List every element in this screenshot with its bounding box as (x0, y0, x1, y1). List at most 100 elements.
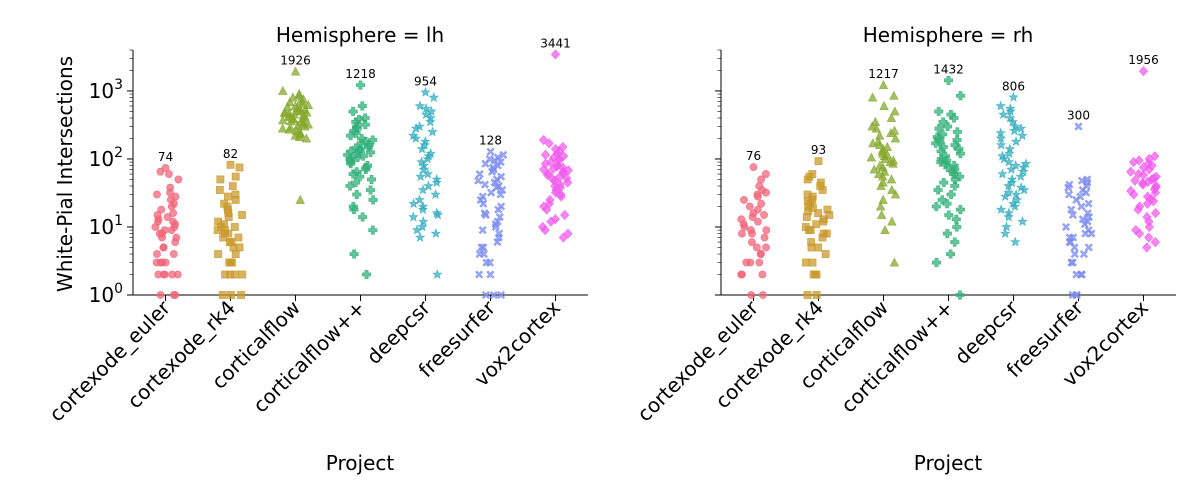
data-point-cortexode_rk4 (812, 291, 821, 299)
data-point-freesurfer (1079, 250, 1088, 259)
data-point-deepcsr (1017, 130, 1028, 141)
data-point-cortexode_rk4 (814, 243, 822, 252)
data-point-cortexode_euler (762, 226, 771, 234)
data-point-deepcsr (997, 168, 1008, 179)
data-point-corticalflow (295, 194, 305, 204)
data-point-cortexode_rk4 (224, 229, 233, 238)
data-point-cortexode_euler (157, 205, 166, 214)
data-point-cortexode_euler (745, 202, 754, 211)
data-point-corticalflow++ (355, 80, 366, 90)
data-point-corticalflow++ (951, 214, 961, 224)
data-point-deepcsr (418, 164, 429, 174)
data-point-cortexode_rk4 (231, 172, 240, 181)
data-point-corticalflow (887, 184, 897, 194)
data-point-cortexode_euler (161, 258, 170, 267)
data-point-corticalflow++ (352, 190, 362, 200)
max-labels-lh: 74 82 1926 1218 954 128 3441 (158, 36, 571, 163)
data-point-cortexode_rk4 (215, 186, 224, 194)
data-point-freesurfer (486, 270, 495, 279)
data-point-freesurfer (488, 167, 497, 176)
data-point-deepcsr (410, 123, 422, 133)
data-point-corticalflow++ (943, 75, 954, 85)
data-point-corticalflow (878, 194, 888, 204)
data-point-cortexode_euler (169, 250, 178, 258)
data-point-cortexode_euler (151, 223, 160, 231)
data-point-corticalflow (301, 133, 312, 143)
data-point-corticalflow++ (349, 205, 359, 215)
data-point-freesurfer (1072, 195, 1081, 204)
data-point-cortexode_euler (156, 167, 165, 176)
data-point-vox2cortex (558, 232, 569, 243)
data-point-cortexode_rk4 (802, 258, 810, 267)
data-point-vox2cortex (1128, 157, 1139, 168)
data-point-cortexode_rk4 (214, 250, 222, 258)
data-point-corticalflow++ (950, 237, 960, 247)
data-point-deepcsr (414, 194, 425, 205)
data-point-corticalflow (880, 153, 890, 163)
data-point-deepcsr (1018, 184, 1030, 195)
data-point-cortexode_rk4 (808, 258, 817, 267)
data-point-cortexode_rk4 (226, 270, 235, 279)
data-point-cortexode_euler (163, 213, 172, 221)
data-point-vox2cortex (1144, 232, 1154, 243)
data-point-freesurfer (481, 210, 490, 220)
data-point-deepcsr (428, 92, 439, 102)
data-point-corticalflow (878, 80, 889, 90)
data-point-deepcsr (432, 209, 444, 220)
data-point-vox2cortex (1150, 187, 1161, 198)
data-point-freesurfer (479, 250, 488, 259)
data-point-deepcsr (1010, 160, 1021, 170)
data-point-cortexode_rk4 (238, 211, 246, 219)
max-value-label: 93 (811, 143, 826, 157)
data-point-freesurfer (477, 243, 486, 252)
max-value-label: 954 (414, 74, 437, 88)
data-point-vox2cortex (544, 138, 554, 149)
data-point-cortexode_rk4 (224, 213, 233, 221)
data-point-corticalflow (866, 152, 877, 162)
data-point-cortexode_euler (740, 196, 748, 204)
data-point-freesurfer (481, 159, 490, 168)
data-point-cortexode_euler (168, 270, 176, 279)
data-point-deepcsr (1010, 236, 1021, 247)
data-point-cortexode_euler (755, 258, 764, 267)
data-point-freesurfer (1080, 220, 1089, 229)
data-point-deepcsr (420, 86, 431, 97)
max-value-label: 806 (1002, 79, 1025, 93)
data-point-deepcsr (430, 228, 442, 238)
data-point-vox2cortex (539, 164, 549, 175)
data-point-vox2cortex (550, 214, 560, 225)
data-point-corticalflow (886, 128, 896, 138)
data-point-vox2cortex (563, 165, 573, 176)
data-point-deepcsr (414, 232, 426, 242)
data-point-cortexode_euler (749, 163, 758, 171)
data-point-corticalflow++ (931, 138, 941, 148)
data-point-deepcsr (418, 216, 429, 227)
data-point-freesurfer (1068, 258, 1077, 267)
max-labels-rh: 76 93 1217 1432 806 300 1956 (746, 53, 1159, 163)
data-point-deepcsr (417, 221, 428, 232)
data-point-freesurfer (1084, 199, 1093, 208)
data-point-deepcsr (416, 143, 428, 154)
data-point-cortexode_rk4 (803, 291, 812, 299)
data-point-vox2cortex (563, 177, 573, 188)
data-point-deepcsr (995, 100, 1006, 111)
data-point-corticalflow (880, 225, 890, 234)
data-point-cortexode_rk4 (228, 182, 237, 190)
data-point-corticalflow (284, 124, 294, 134)
data-point-freesurfer (479, 199, 488, 208)
data-point-corticalflow (886, 174, 897, 184)
data-point-deepcsr (1009, 201, 1021, 211)
data-point-cortexode_euler (762, 243, 770, 252)
panel-rh: Hemisphere = rh cortexode_eulercortexode… (632, 23, 1176, 475)
data-point-vox2cortex (1142, 198, 1153, 209)
data-point-vox2cortex (1138, 179, 1148, 190)
data-point-corticalflow++ (357, 101, 367, 111)
max-value-label: 76 (746, 149, 761, 163)
data-point-corticalflow++ (931, 202, 941, 212)
data-point-deepcsr (419, 139, 430, 150)
data-point-freesurfer (480, 180, 490, 189)
data-point-corticalflow++ (932, 258, 942, 268)
data-point-deepcsr (1003, 156, 1015, 167)
data-point-freesurfer (1074, 122, 1083, 131)
